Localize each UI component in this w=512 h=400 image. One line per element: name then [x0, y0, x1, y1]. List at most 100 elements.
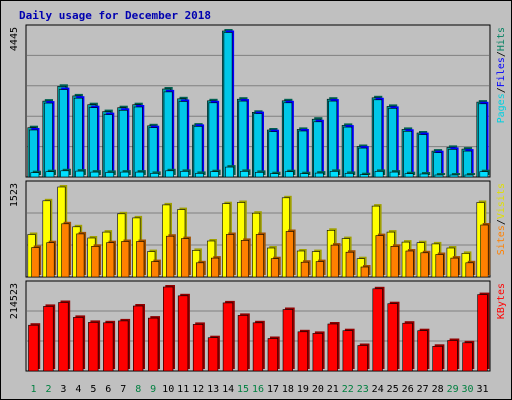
bar-pages-day-16: [255, 172, 264, 178]
bar-kbytes-day-4: [73, 317, 84, 372]
bar-sites-day-23: [360, 266, 369, 278]
bar-sites-day-14: [226, 234, 235, 278]
bar-kbytes-day-31: [477, 294, 488, 372]
legend-entry-separator: /: [496, 51, 507, 57]
bar-kbytes-day-19: [297, 331, 308, 372]
bar-sites-day-10: [166, 235, 175, 278]
bar-pages-day-26-shadow: [407, 171, 416, 175]
bar-pages-day-1: [30, 172, 40, 178]
bar-pages-day-8: [135, 171, 145, 178]
legend-entry-sites: Sites: [496, 225, 507, 255]
bar-files-day-31: [477, 103, 487, 178]
bar-pages-day-9: [150, 173, 159, 178]
bar-sites-day-29: [450, 257, 459, 278]
panels-layer: 4445Pages/Files/Hits1523Sites/Visits2145…: [9, 24, 507, 372]
bar-kbytes-day-11: [177, 295, 189, 372]
day-tick-31: 31: [476, 384, 488, 395]
bar-files-day-25: [388, 108, 397, 178]
axis-max-label-visits-sites: 1523: [9, 183, 20, 207]
bar-kbytes-day-13: [207, 337, 219, 372]
legend-entry-files: Files: [496, 57, 507, 87]
day-tick-21: 21: [327, 384, 339, 395]
bar-pages-day-23: [359, 174, 369, 178]
bar-kbytes-day-9: [148, 317, 159, 372]
bar-pages-day-2: [45, 171, 55, 178]
bar-kbytes-day-25: [387, 303, 398, 372]
axis-max-label-pages-files-hits: 4445: [9, 27, 20, 51]
day-tick-29: 29: [447, 384, 459, 395]
day-tick-1: 1: [30, 384, 36, 395]
bar-pages-day-5: [90, 171, 100, 178]
bar-sites-day-30: [465, 262, 474, 278]
bar-files-day-10: [163, 91, 173, 178]
day-tick-19: 19: [297, 384, 309, 395]
bar-pages-day-11: [180, 171, 189, 178]
day-tick-27: 27: [417, 384, 429, 395]
day-tick-14: 14: [222, 384, 234, 395]
bar-sites-day-13: [211, 257, 220, 278]
bar-kbytes-day-10: [163, 286, 174, 372]
bar-files-day-21: [328, 100, 338, 178]
bar-pages-day-28: [434, 174, 444, 178]
day-tick-17: 17: [267, 384, 279, 395]
bar-pages-day-12: [195, 173, 204, 178]
day-tick-6: 6: [105, 384, 111, 395]
bar-sites-day-3: [61, 223, 70, 278]
axis-max-label-kbytes: 214523: [9, 283, 20, 319]
bar-pages-day-18: [284, 171, 294, 178]
bar-sites-day-15: [240, 240, 249, 278]
bar-sites-day-25: [390, 246, 399, 278]
bar-sites-day-20: [315, 261, 324, 278]
bar-pages-day-3: [60, 170, 70, 178]
bar-sites-day-22: [345, 251, 354, 278]
panel-visits-sites: 1523 Sites/Visits: [9, 180, 507, 278]
bar-files-day-12: [193, 126, 203, 178]
bar-pages-day-30: [464, 174, 474, 178]
bar-files-day-27: [418, 134, 427, 178]
bar-pages-day-23-shadow: [362, 172, 371, 175]
legend-entry-kbytes: KBytes: [496, 283, 507, 319]
day-tick-25: 25: [387, 384, 399, 395]
bar-pages-day-4: [75, 170, 85, 178]
bar-files-day-4: [73, 97, 83, 178]
bar-sites-day-19: [300, 261, 309, 278]
legend-entry-hits: Hits: [496, 27, 507, 51]
bar-files-day-9: [148, 127, 158, 178]
bar-kbytes-day-5: [88, 322, 99, 372]
day-tick-22: 22: [342, 384, 354, 395]
day-tick-13: 13: [207, 384, 219, 395]
bar-kbytes-day-2: [43, 306, 54, 372]
bar-files-day-14: [223, 32, 233, 178]
bar-files-day-24: [373, 99, 383, 178]
bar-pages-day-25: [389, 171, 399, 178]
bar-sites-day-26: [405, 250, 414, 278]
bar-pages-day-17-shadow: [272, 171, 281, 175]
bar-files-day-13: [208, 102, 218, 178]
bar-kbytes-day-7: [118, 320, 129, 372]
bar-pages-day-19-shadow: [302, 171, 311, 175]
day-tick-24: 24: [372, 384, 384, 395]
bar-kbytes-day-16: [252, 322, 264, 372]
bar-files-day-5: [88, 107, 98, 178]
bar-files-day-2: [43, 102, 53, 178]
bar-sites-day-6: [106, 242, 115, 278]
bar-kbytes-day-30: [462, 342, 473, 372]
bar-files-day-7: [118, 110, 128, 178]
legend-entry-pages: Pages: [496, 93, 507, 123]
bar-files-day-22: [343, 126, 353, 178]
bar-sites-day-7: [121, 241, 130, 278]
day-tick-9: 9: [150, 384, 156, 395]
day-tick-8: 8: [135, 384, 141, 395]
bar-sites-day-11: [181, 238, 190, 278]
bar-sites-day-5: [91, 246, 100, 278]
day-tick-18: 18: [282, 384, 294, 395]
bar-files-day-29: [448, 149, 457, 178]
bar-kbytes-day-28: [432, 345, 443, 372]
bar-sites-day-31: [480, 224, 489, 278]
bar-files-day-16: [253, 113, 263, 178]
bar-kbytes-day-22: [342, 330, 353, 372]
day-tick-28: 28: [432, 384, 444, 395]
bar-pages-day-29-shadow: [451, 173, 461, 175]
